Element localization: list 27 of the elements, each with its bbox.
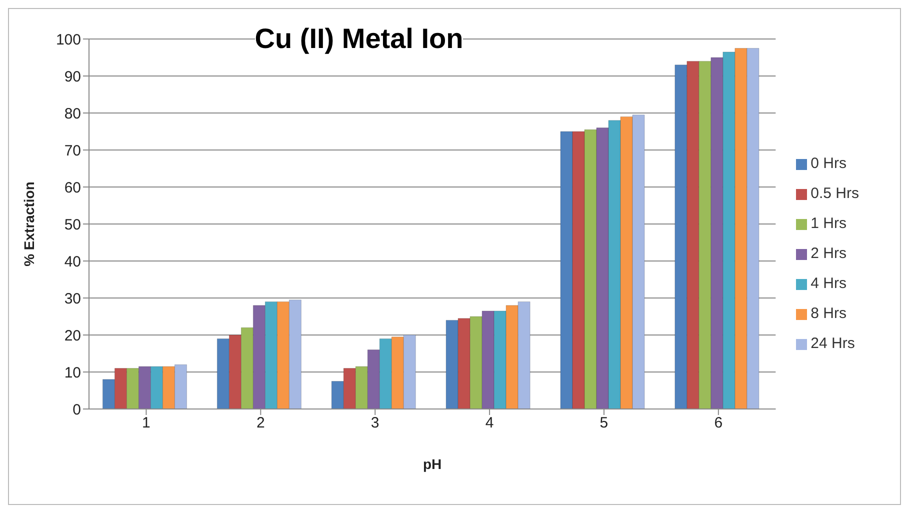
y-tick-label: 90 (64, 68, 81, 86)
y-tick-label: 40 (64, 253, 81, 270)
chart-title: Cu (II) Metal Ion (254, 23, 464, 54)
y-tick-label: 60 (64, 179, 81, 196)
legend-label: 0 Hrs (810, 155, 846, 172)
y-tick-label: 20 (64, 327, 81, 344)
legend-label: 0.5 Hrs (810, 185, 859, 202)
y-tick-label: 80 (64, 105, 81, 122)
y-tick-label: 10 (64, 364, 81, 382)
legend-label: 2 Hrs (810, 245, 846, 262)
x-tick-label: 3 (370, 414, 380, 432)
x-tick-label: 1 (142, 414, 150, 432)
y-tick-label: 50 (64, 216, 81, 234)
x-tick-label: 2 (256, 414, 265, 432)
y-tick-label: 30 (64, 290, 81, 308)
y-tick-label: 100 (56, 31, 81, 48)
y-tick-label: 70 (64, 142, 81, 160)
x-tick-label: 4 (485, 414, 494, 432)
x-tick-label: 6 (714, 414, 723, 432)
x-axis-title: pH (422, 456, 442, 472)
x-tick-label: 5 (600, 414, 608, 432)
y-tick-label: 0 (72, 401, 81, 418)
legend-label: 4 Hrs (810, 275, 846, 292)
y-axis-title: % Extraction (20, 182, 37, 266)
legend-label: 8 Hrs (810, 305, 846, 322)
legend-label: 1 Hrs (810, 215, 846, 232)
legend-label: 24 Hrs (810, 335, 855, 352)
